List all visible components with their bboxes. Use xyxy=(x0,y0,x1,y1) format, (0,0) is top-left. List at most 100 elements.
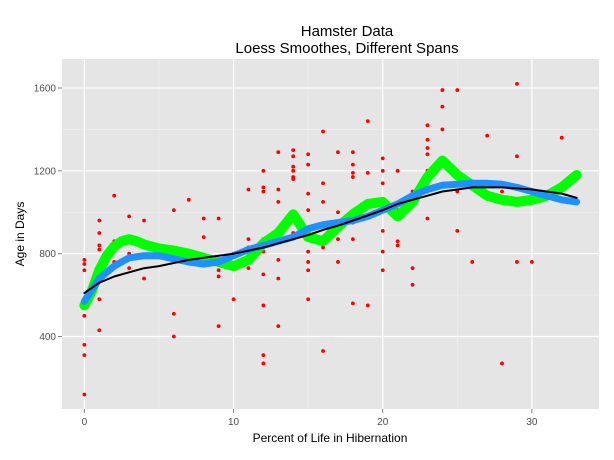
data-point xyxy=(306,268,311,273)
data-point xyxy=(321,245,325,250)
data-point xyxy=(261,303,266,308)
data-point xyxy=(395,168,400,173)
data-point xyxy=(276,324,281,329)
data-point xyxy=(276,199,281,204)
data-point xyxy=(440,104,445,109)
y-tick-label: 1600 xyxy=(34,83,57,94)
smooth-medium-span-line xyxy=(80,179,581,305)
data-point xyxy=(171,334,176,339)
data-point xyxy=(97,231,102,235)
x-axis-label: Percent of Life in Hibernation xyxy=(253,431,408,445)
data-point xyxy=(500,361,504,366)
data-point xyxy=(365,171,370,175)
data-point xyxy=(559,135,564,140)
data-point xyxy=(97,297,102,302)
data-point xyxy=(306,152,311,157)
data-point xyxy=(350,150,355,155)
chart-subtitle: Loess Smoothes, Different Spans xyxy=(235,40,458,57)
smooth-narrow-span-line xyxy=(79,155,582,311)
data-point xyxy=(291,168,296,173)
x-tick-label: 0 xyxy=(82,417,88,428)
data-point xyxy=(350,171,355,175)
data-point xyxy=(380,156,385,161)
data-point xyxy=(470,260,475,264)
data-point xyxy=(515,260,519,264)
data-point xyxy=(350,162,355,167)
grid-lines xyxy=(62,59,599,409)
data-point xyxy=(306,297,311,302)
data-point xyxy=(261,189,266,194)
data-point xyxy=(306,249,311,254)
data-point xyxy=(261,168,266,173)
data-point xyxy=(395,239,400,244)
data-point xyxy=(171,208,176,213)
data-point xyxy=(82,342,87,347)
y-tick-label: 1200 xyxy=(34,166,57,177)
chart-title: Hamster Data xyxy=(301,23,394,40)
data-point xyxy=(291,148,296,153)
data-point xyxy=(82,392,87,397)
data-point xyxy=(380,181,385,186)
data-point xyxy=(216,324,221,329)
data-point xyxy=(112,193,117,198)
data-point xyxy=(321,181,325,186)
data-point xyxy=(276,276,281,281)
data-point xyxy=(425,123,430,128)
data-point xyxy=(515,81,519,86)
data-point xyxy=(336,150,340,155)
data-point xyxy=(440,127,445,132)
y-tick-label: 800 xyxy=(39,249,56,260)
data-point xyxy=(485,133,490,138)
data-point xyxy=(515,154,519,159)
data-points xyxy=(82,81,564,397)
data-point xyxy=(261,353,266,358)
data-point xyxy=(82,262,87,266)
data-point xyxy=(127,266,132,271)
data-point xyxy=(455,228,460,233)
data-point xyxy=(336,237,340,242)
data-point xyxy=(82,353,87,358)
data-point xyxy=(216,216,221,221)
data-point xyxy=(425,137,430,142)
data-point xyxy=(142,218,146,223)
data-point xyxy=(380,249,385,254)
data-point xyxy=(171,311,176,316)
data-point xyxy=(410,282,415,287)
axes: 0 10 20 30 400 800 1200 1600 xyxy=(34,83,538,428)
data-point xyxy=(380,168,385,173)
data-point xyxy=(425,152,430,157)
data-point xyxy=(261,185,266,190)
data-point xyxy=(321,349,325,353)
data-point xyxy=(216,274,221,279)
data-point xyxy=(500,189,504,194)
data-point xyxy=(276,257,281,262)
y-tick-label: 400 xyxy=(39,332,56,343)
data-point xyxy=(410,266,415,271)
smooth-wide-span-line xyxy=(83,186,578,294)
data-point xyxy=(186,197,191,202)
data-point xyxy=(97,218,102,223)
data-point xyxy=(365,119,370,124)
data-point xyxy=(246,266,251,271)
data-point xyxy=(261,272,266,277)
data-point xyxy=(246,187,251,192)
data-point xyxy=(350,301,355,306)
data-point xyxy=(216,268,221,273)
data-point xyxy=(425,146,430,150)
data-point xyxy=(336,260,340,264)
data-point xyxy=(97,328,102,333)
data-point xyxy=(82,257,87,262)
y-axis-label: Age in Days xyxy=(13,202,27,267)
data-point xyxy=(142,276,146,281)
data-point xyxy=(321,199,325,204)
data-point xyxy=(350,175,355,179)
data-point xyxy=(291,154,296,159)
data-point xyxy=(380,228,385,233)
data-point xyxy=(201,235,206,240)
data-point xyxy=(306,191,311,196)
data-point xyxy=(306,260,311,264)
data-point xyxy=(336,210,340,215)
data-point xyxy=(529,260,534,264)
data-point xyxy=(380,268,385,273)
